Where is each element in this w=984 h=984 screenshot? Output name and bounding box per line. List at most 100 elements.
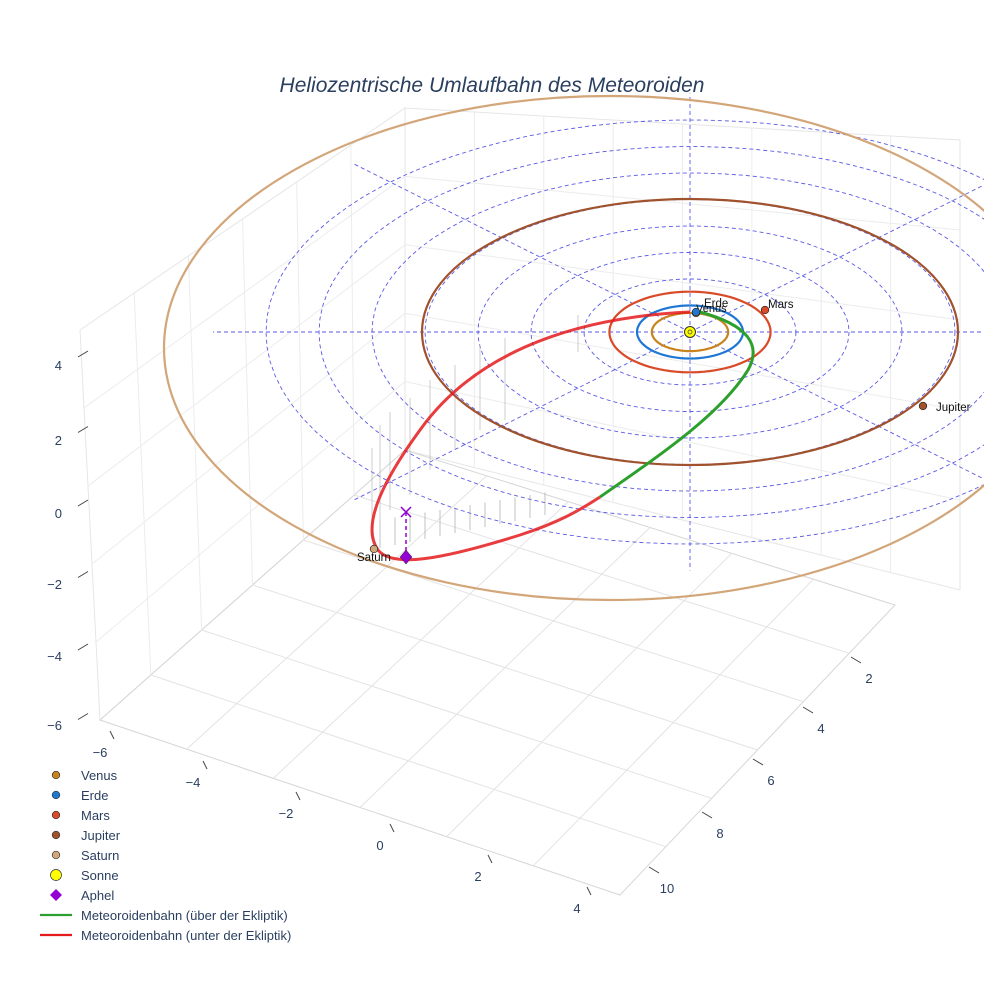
y-tick bbox=[850, 656, 862, 664]
legend-label-erde: Erde bbox=[81, 787, 109, 803]
legend-glyph bbox=[51, 810, 61, 820]
floor-gridline bbox=[252, 584, 758, 751]
legend-glyph-shape bbox=[50, 889, 62, 901]
legend-symbol-mars bbox=[34, 805, 78, 825]
x-tick bbox=[202, 760, 208, 770]
legend-item-orbit-above[interactable]: Meteoroidenbahn (über der Ekliptik) bbox=[34, 905, 291, 925]
planet-label-jupiter: Jupiter bbox=[936, 402, 971, 414]
planet-marker-mars bbox=[760, 305, 770, 315]
wall-gridline bbox=[404, 244, 961, 321]
ecliptic-grid-spoke bbox=[689, 331, 984, 480]
legend-item-saturn[interactable]: Saturn bbox=[34, 845, 291, 865]
legend-glyph bbox=[51, 790, 61, 800]
legend-label-mars: Mars bbox=[81, 807, 110, 823]
y-tick-label: 4 bbox=[817, 721, 824, 736]
aphel-marker bbox=[399, 549, 413, 565]
legend-symbol-orbit-below bbox=[34, 925, 78, 945]
legend-glyph bbox=[50, 869, 62, 881]
legend-symbol-orbit-above bbox=[34, 905, 78, 925]
wall-gridline bbox=[404, 381, 961, 501]
legend-glyph-shape bbox=[50, 869, 62, 881]
legend-item-sonne[interactable]: Sonne bbox=[34, 865, 291, 885]
wall-gridline bbox=[350, 144, 355, 496]
x-tick bbox=[586, 886, 592, 896]
legend-item-erde[interactable]: Erde bbox=[34, 785, 291, 805]
z-tick-label: 4 bbox=[55, 358, 62, 373]
z-tick bbox=[77, 350, 89, 358]
floor-gridline bbox=[354, 494, 850, 654]
y-tick bbox=[701, 811, 713, 819]
legend-symbol-jupiter bbox=[34, 825, 78, 845]
sun-marker bbox=[684, 326, 696, 338]
aphel-group bbox=[399, 506, 413, 565]
meteoroid-orbit-above bbox=[599, 310, 755, 499]
x-tick-label: −6 bbox=[93, 745, 108, 760]
wall-gridline bbox=[296, 181, 304, 541]
orbit-mars bbox=[608, 290, 772, 374]
z-tick-label: −6 bbox=[47, 718, 62, 733]
y-tick-label: 6 bbox=[767, 773, 774, 788]
z-tick bbox=[77, 643, 89, 651]
back-wall-left bbox=[79, 107, 406, 722]
orbit-jupiter bbox=[420, 197, 960, 467]
legend-glyph bbox=[51, 830, 61, 840]
legend-label-saturn: Saturn bbox=[81, 847, 120, 863]
legend-symbol-saturn bbox=[34, 845, 78, 865]
z-tick bbox=[77, 499, 89, 507]
legend-glyph bbox=[51, 770, 61, 780]
z-tick-label: −4 bbox=[47, 649, 62, 664]
legend-symbol-venus bbox=[34, 765, 78, 785]
planet-label-saturn: Saturn bbox=[357, 552, 391, 564]
x-tick bbox=[295, 791, 301, 801]
y-tick bbox=[752, 758, 764, 766]
legend-item-jupiter[interactable]: Jupiter bbox=[34, 825, 291, 845]
legend-item-orbit-below[interactable]: Meteoroidenbahn (unter der Ekliptik) bbox=[34, 925, 291, 945]
legend-label-orbit-above: Meteoroidenbahn (über der Ekliptik) bbox=[81, 907, 288, 923]
meteoroid-orbit-below bbox=[370, 310, 691, 562]
legend-glyph-shape bbox=[51, 830, 61, 840]
x-tick bbox=[487, 854, 493, 864]
x-tick-label: 2 bbox=[474, 869, 481, 884]
legend: Venus Erde Mars Jupiter Saturn Sonne Aph… bbox=[34, 765, 291, 945]
z-tick-label: −2 bbox=[47, 577, 62, 592]
legend-item-venus[interactable]: Venus bbox=[34, 765, 291, 785]
z-tick bbox=[77, 426, 89, 433]
legend-glyph-shape bbox=[51, 770, 61, 780]
planet-marker-jupiter bbox=[918, 401, 928, 411]
planet-marker-saturn bbox=[369, 544, 379, 554]
legend-glyph bbox=[50, 889, 62, 901]
wall-gridline bbox=[91, 312, 406, 565]
planet-orbits bbox=[163, 94, 984, 602]
wall-gridline bbox=[133, 292, 152, 676]
legend-symbol-erde bbox=[34, 785, 78, 805]
planet-label-mars: Mars bbox=[768, 299, 794, 311]
legend-label-aphel: Aphel bbox=[81, 887, 115, 903]
sun-group bbox=[684, 326, 696, 338]
legend-item-aphel[interactable]: Aphel bbox=[34, 885, 291, 905]
x-tick-label: −2 bbox=[279, 806, 294, 821]
sun-marker-core bbox=[687, 329, 693, 335]
legend-glyph bbox=[51, 850, 61, 860]
meteoroid-drop-lines bbox=[371, 315, 579, 548]
legend-item-mars[interactable]: Mars bbox=[34, 805, 291, 825]
wall-gridline bbox=[83, 175, 406, 409]
y-tick bbox=[648, 866, 660, 874]
legend-glyph-shape bbox=[51, 850, 61, 860]
planet-label-venus: Venus bbox=[696, 303, 727, 315]
y-tick-label: 10 bbox=[660, 881, 674, 896]
legend-symbol-aphel bbox=[34, 885, 78, 905]
ecliptic-grid-spoke bbox=[352, 331, 691, 502]
x-tick-label: 4 bbox=[573, 901, 580, 916]
orbit-saturn bbox=[163, 94, 984, 602]
x-tick-label: 0 bbox=[376, 838, 383, 853]
wall-gridline bbox=[242, 218, 253, 586]
planet-label-erde: Erde bbox=[704, 298, 728, 310]
z-tick-label: 2 bbox=[55, 433, 62, 448]
chart-title: Heliozentrische Umlaufbahn des Meteoroid… bbox=[279, 74, 705, 97]
wall-gridline bbox=[404, 312, 961, 411]
legend-glyph-shape bbox=[51, 810, 61, 820]
aphel-projection-x bbox=[400, 506, 412, 518]
y-tick-label: 8 bbox=[716, 826, 723, 841]
ecliptic-grid-spoke bbox=[352, 162, 691, 333]
